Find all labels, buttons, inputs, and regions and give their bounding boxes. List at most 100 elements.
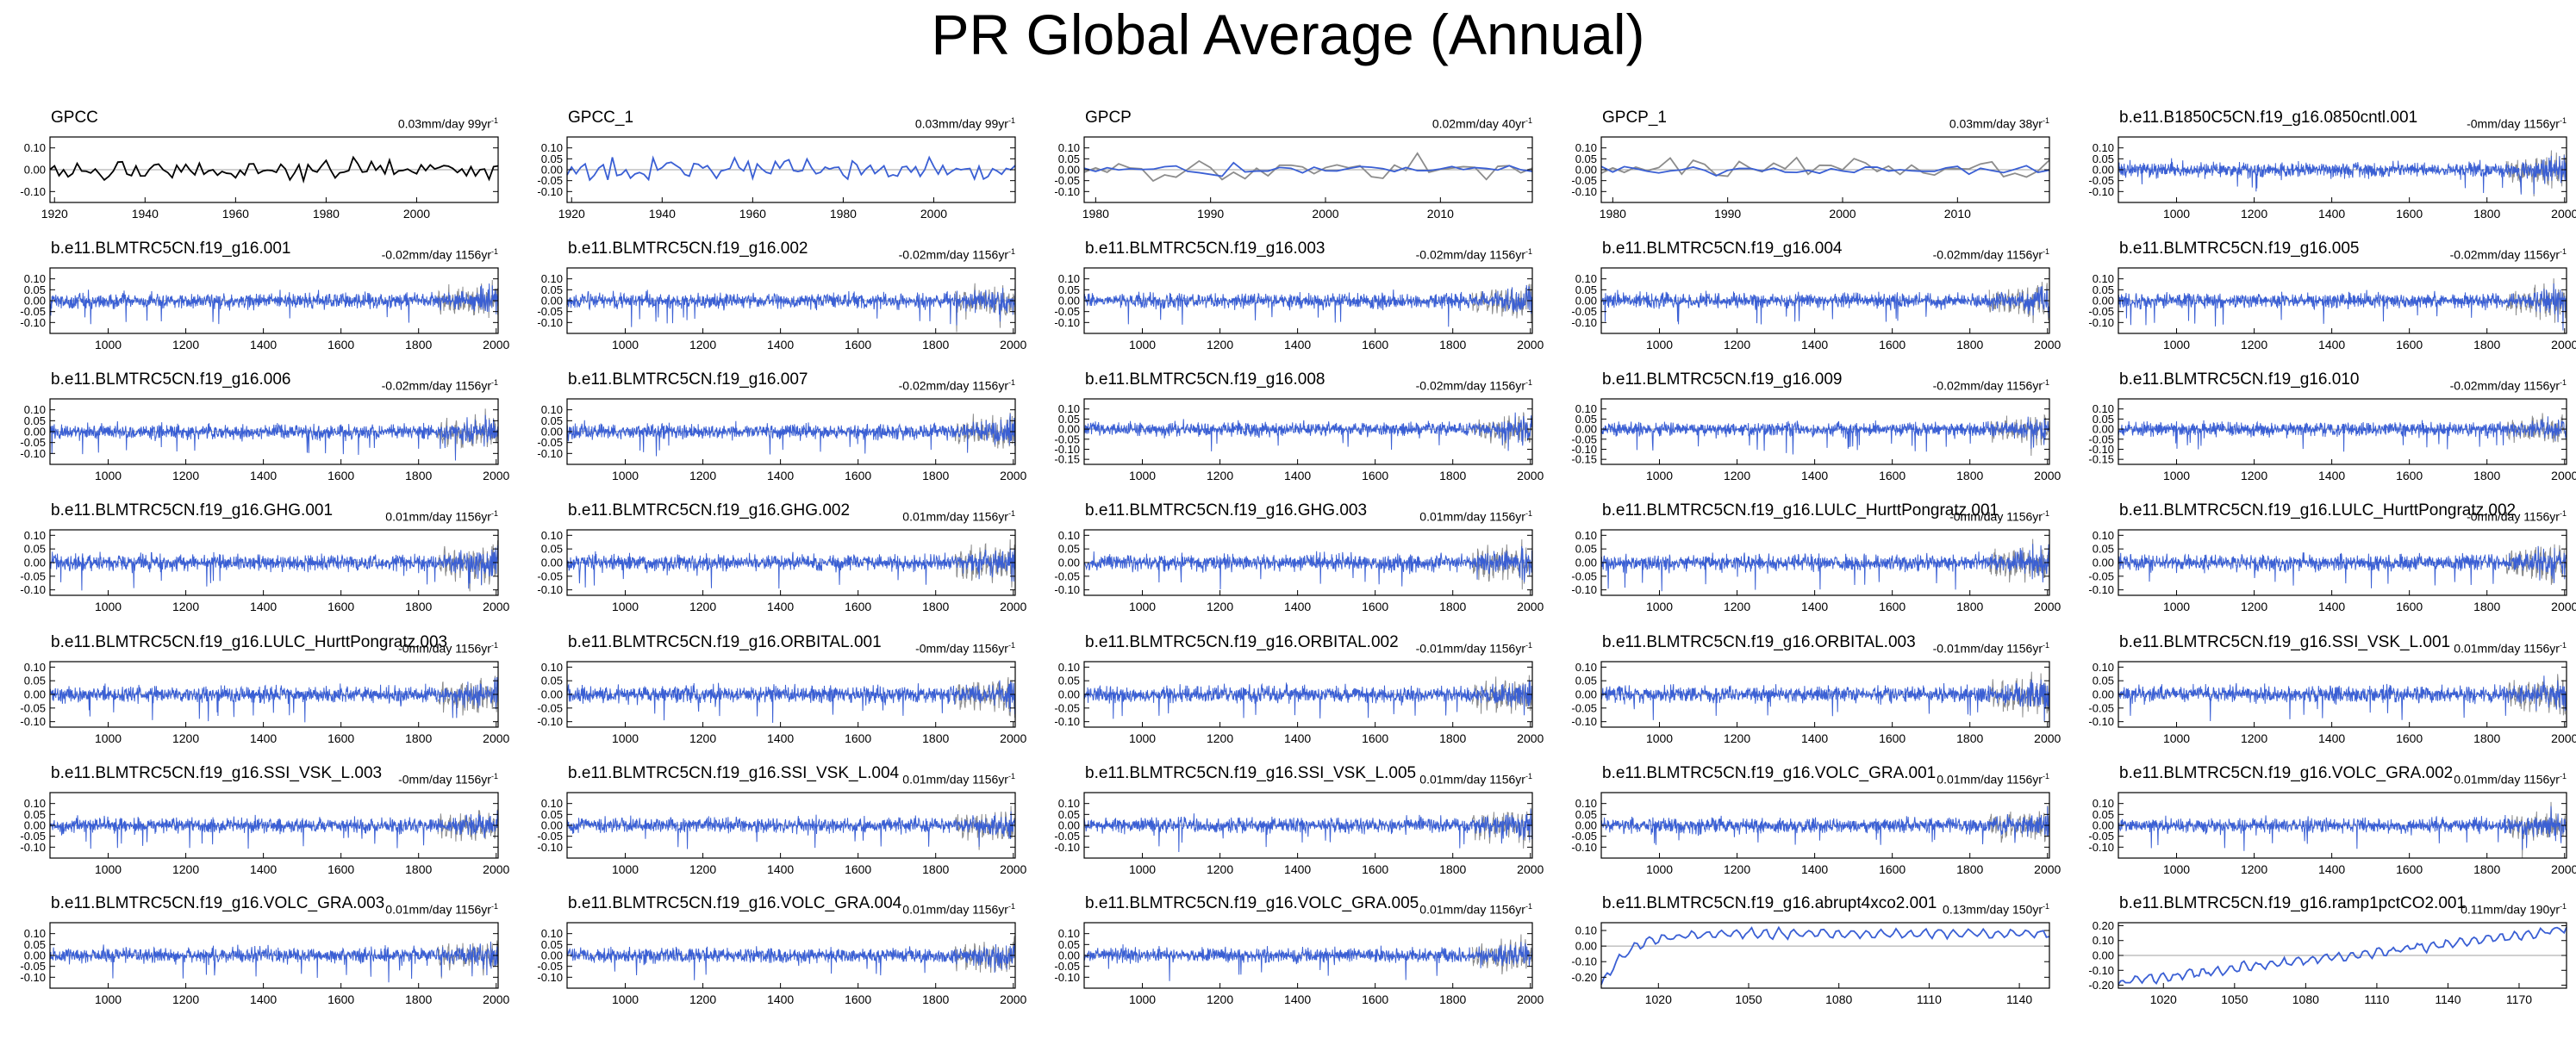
panel-9-plot: 1000 1200 1400 1600 1800 2000 0.100.050.00-0.0… bbox=[1571, 267, 2061, 352]
panel-3-trend-value: 0.02mm/day 40yr bbox=[1431, 116, 1525, 131]
panel-19-xtick-label: 1800 bbox=[1956, 600, 1983, 613]
panel-25-xtick-label: 1400 bbox=[2318, 731, 2345, 745]
panel-34-xtick-label: 1140 bbox=[2006, 992, 2032, 1006]
panel-28-xtick-label: 2000 bbox=[1517, 862, 1544, 876]
panel-10-ytick-label: 0.00 bbox=[2093, 295, 2114, 308]
panel-18-xtick-label: 1200 bbox=[1207, 600, 1233, 613]
panel-9-title: b.e11.BLMTRC5CN.f19_g16.004 bbox=[1602, 240, 1843, 258]
panel-29-xtick-label: 1200 bbox=[1724, 862, 1750, 876]
panel-33-xtick-label: 1800 bbox=[1439, 992, 1466, 1006]
panel-11-trend-value: -0.02mm/day 1156yr bbox=[381, 378, 491, 393]
panel-26-trend-unit: -1 bbox=[490, 772, 498, 781]
panel-23-ytick-label: 0.05 bbox=[1058, 675, 1080, 687]
panel-12-ytick-label: 0.10 bbox=[541, 403, 563, 416]
panel-14-trend-unit: -1 bbox=[2042, 378, 2049, 387]
panel-33-title: b.e11.BLMTRC5CN.f19_g16.VOLC_GRA.005 bbox=[1085, 894, 1419, 912]
panel-34-xtick-label: 1020 bbox=[1645, 992, 1672, 1006]
panel-1-xtick-label: 1980 bbox=[313, 207, 340, 221]
panel-20-reference-series bbox=[2505, 544, 2567, 585]
panel-33-trend-value: 0.01mm/day 1156yr bbox=[1419, 902, 1525, 917]
panel-30-trend-value: 0.01mm/day 1156yr bbox=[2454, 772, 2560, 787]
panel-9-ytick-label: -0.05 bbox=[1571, 305, 1597, 318]
panel-31-reference-series bbox=[437, 940, 499, 979]
panel-35-ytick-label: 0.20 bbox=[2093, 919, 2114, 932]
panel-19-plot: 1000 1200 1400 1600 1800 2000 0.100.050.00-0.0… bbox=[1571, 529, 2061, 613]
panel-28-ytick-label: -0.05 bbox=[1054, 830, 1080, 843]
panel-30-trend-unit: -1 bbox=[2559, 772, 2567, 781]
panel-24-ytick-label: 0.05 bbox=[1575, 675, 1597, 687]
panel-26-xtick-label: 1400 bbox=[250, 862, 277, 876]
panel-7-xtick-label: 1200 bbox=[689, 338, 716, 352]
panel-34-ytick-label: -0.10 bbox=[1571, 955, 1597, 968]
panel-33-ytick-label: 0.00 bbox=[1058, 949, 1080, 962]
panel-13-trend: -0.02mm/day 1156yr-1 bbox=[1308, 376, 1532, 393]
panel-31-plot: 1000 1200 1400 1600 1800 2000 0.100.050.00-0.0… bbox=[20, 922, 510, 1006]
panel-18-xtick-label: 2000 bbox=[1517, 600, 1544, 613]
panel-11-ytick-label: 0.00 bbox=[24, 426, 46, 439]
panel-14-xtick-label: 1200 bbox=[1724, 469, 1750, 482]
panel-14-xtick-label: 2000 bbox=[2034, 469, 2061, 482]
panel-8-series-1 bbox=[1083, 284, 1533, 327]
panel-19-xtick-label: 1200 bbox=[1724, 600, 1750, 613]
panel-12-ytick-label: -0.05 bbox=[537, 436, 563, 449]
panel-8-ytick-label: -0.05 bbox=[1054, 305, 1080, 318]
panel-24-xtick-label: 1000 bbox=[1646, 731, 1673, 745]
panel-34-xtick-label: 1110 bbox=[1917, 992, 1942, 1006]
panel-14-trend-value: -0.02mm/day 1156yr bbox=[1932, 378, 2043, 393]
panel-30-xtick-label: 2000 bbox=[2551, 862, 2576, 876]
panel-5-ytick-label: -0.10 bbox=[2088, 185, 2114, 198]
panel-31-trend: 0.01mm/day 1156yr-1 bbox=[274, 899, 498, 917]
panel-3-series-1 bbox=[1083, 152, 1533, 183]
panel-15-trend-value: -0.02mm/day 1156yr bbox=[2449, 378, 2560, 393]
panel-11-trend: -0.02mm/day 1156yr-1 bbox=[274, 376, 498, 393]
panel-3-series-2 bbox=[1083, 161, 1533, 177]
panel-26-plot: 1000 1200 1400 1600 1800 2000 0.100.050.00-0.0… bbox=[20, 792, 510, 876]
panel-7-xtick-label: 1400 bbox=[767, 338, 794, 352]
panel-26-ytick-label: 0.10 bbox=[24, 797, 46, 810]
panel-15-xtick-label: 1600 bbox=[2396, 469, 2423, 482]
panel-25-plot: 1000 1200 1400 1600 1800 2000 0.100.050.00-0.0… bbox=[2088, 661, 2576, 745]
panel-22-ytick-label: 0.00 bbox=[541, 688, 563, 701]
panel-28-ytick-label: 0.10 bbox=[1058, 797, 1080, 810]
panel-10-xtick-label: 1600 bbox=[2396, 338, 2423, 352]
panel-21-ytick-label: 0.10 bbox=[24, 661, 46, 674]
panel-27-ytick-label: 0.00 bbox=[541, 819, 563, 832]
panel-14-ytick-label: -0.15 bbox=[1571, 453, 1597, 466]
panel-33-trend: 0.01mm/day 1156yr-1 bbox=[1308, 899, 1532, 917]
panel-22-xtick-label: 1200 bbox=[689, 731, 716, 745]
panel-9-xtick-label: 1400 bbox=[1801, 338, 1828, 352]
panel-2-ytick-label: -0.05 bbox=[537, 174, 563, 187]
panel-33-xtick-label: 1200 bbox=[1207, 992, 1233, 1006]
panel-23-xtick-label: 1200 bbox=[1207, 731, 1233, 745]
panel-27-xtick-label: 1400 bbox=[767, 862, 794, 876]
panel-17-reference-series bbox=[954, 539, 1016, 588]
panel-5-xtick-label: 1000 bbox=[2163, 207, 2190, 221]
panel-35-trend-value: 0.11mm/day 190yr bbox=[2461, 902, 2560, 917]
panel-10-xtick-label: 1000 bbox=[2163, 338, 2190, 352]
panel-11-ytick-label: -0.05 bbox=[20, 436, 46, 449]
panel-7-ytick-label: 0.10 bbox=[541, 272, 563, 285]
panel-24-ytick-label: 0.10 bbox=[1575, 661, 1597, 674]
panel-18-plot: 1000 1200 1400 1600 1800 2000 0.100.050.00-0.0… bbox=[1054, 529, 1544, 613]
panel-7-ytick-label: -0.10 bbox=[537, 316, 563, 329]
panel-1-series-1 bbox=[49, 155, 499, 184]
panel-1-xtick-label: 1940 bbox=[132, 207, 159, 221]
panel-31-ytick-label: 0.10 bbox=[24, 927, 46, 940]
panel-18-xtick-label: 1400 bbox=[1284, 600, 1311, 613]
panel-20-ytick-label: -0.05 bbox=[2088, 569, 2114, 582]
panel-20-trend: -0mm/day 1156yr-1 bbox=[2342, 507, 2567, 524]
panel-17-plot: 1000 1200 1400 1600 1800 2000 0.100.050.00-0.0… bbox=[537, 529, 1026, 613]
panel-5-ytick-label: 0.05 bbox=[2093, 152, 2114, 165]
panel-23-xtick-label: 1400 bbox=[1284, 731, 1311, 745]
panel-6-series-1 bbox=[49, 283, 499, 325]
panel-20-xtick-label: 1400 bbox=[2318, 600, 2345, 613]
panel-11-xtick-label: 1800 bbox=[405, 469, 432, 482]
panel-35-trend: 0.11mm/day 190yr-1 bbox=[2342, 899, 2567, 917]
panel-26-trend: -0mm/day 1156yr-1 bbox=[274, 769, 498, 787]
panel-18-series-1 bbox=[1083, 545, 1533, 590]
panel-23-ytick-label: -0.10 bbox=[1054, 715, 1080, 728]
panel-6-xtick-label: 2000 bbox=[483, 338, 509, 352]
panel-11-xtick-label: 2000 bbox=[483, 469, 509, 482]
panel-25-trend: 0.01mm/day 1156yr-1 bbox=[2342, 638, 2567, 656]
panel-10-xtick-label: 1200 bbox=[2241, 338, 2267, 352]
